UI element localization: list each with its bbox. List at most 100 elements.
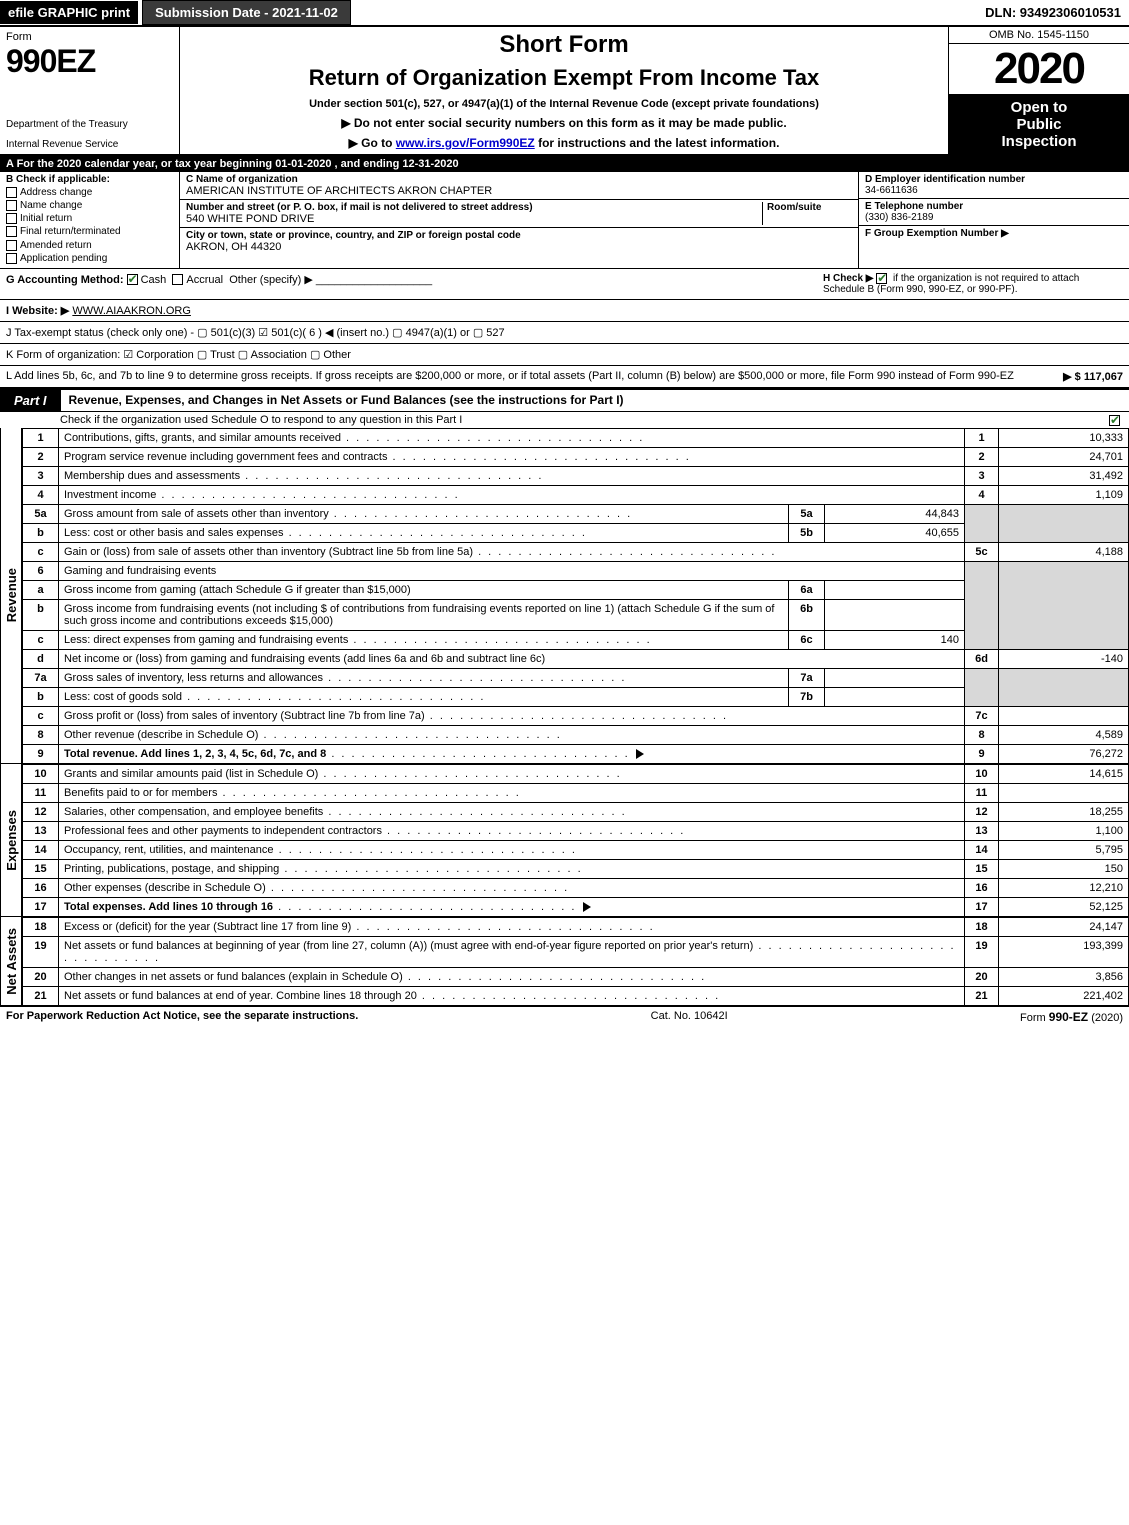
revenue-section: Revenue 1Contributions, gifts, grants, a… (0, 428, 1129, 764)
irs-link[interactable]: www.irs.gov/Form990EZ (396, 136, 535, 150)
part-1-title: Revenue, Expenses, and Changes in Net As… (61, 393, 624, 407)
line-8: 8Other revenue (describe in Schedule O)8… (23, 725, 1129, 744)
net-assets-side-label: Net Assets (0, 917, 22, 1006)
revenue-table: 1Contributions, gifts, grants, and simil… (22, 428, 1129, 764)
line-10: 10Grants and similar amounts paid (list … (23, 764, 1129, 783)
line-18: 18Excess or (deficit) for the year (Subt… (23, 917, 1129, 936)
footer-left: For Paperwork Reduction Act Notice, see … (6, 1010, 358, 1024)
line-13: 13Professional fees and other payments t… (23, 821, 1129, 840)
g-accounting-method: G Accounting Method: Cash Accrual Other … (6, 273, 432, 295)
h-check: H Check ▶ if the organization is not req… (823, 273, 1123, 295)
net-assets-table: 18Excess or (deficit) for the year (Subt… (22, 917, 1129, 1006)
under-section-text: Under section 501(c), 527, or 4947(a)(1)… (188, 98, 940, 110)
line-6c: cLess: direct expenses from gaming and f… (23, 630, 1129, 649)
efile-print-label: efile GRAPHIC print (0, 1, 138, 24)
col-b-checkboxes: B Check if applicable: Address change Na… (0, 172, 180, 268)
checkbox-amended-return[interactable]: Amended return (6, 240, 173, 251)
telephone-label: E Telephone number (865, 201, 1123, 212)
city-value: AKRON, OH 44320 (186, 241, 852, 253)
group-exemption-block: F Group Exemption Number ▶ (859, 226, 1129, 241)
do-not-enter-text: ▶ Do not enter social security numbers o… (188, 116, 940, 130)
form-number: 990EZ (6, 43, 173, 80)
part-1-tag: Part I (0, 390, 61, 411)
line-12: 12Salaries, other compensation, and empl… (23, 802, 1129, 821)
i-website-row: I Website: ▶ WWW.AIAAKRON.ORG (0, 300, 1129, 322)
go-to-suffix: for instructions and the latest informat… (535, 136, 780, 150)
open-line-2: Public (949, 116, 1129, 133)
k-form-org-row: K Form of organization: ☑ Corporation ▢ … (0, 344, 1129, 366)
checkbox-schedule-b-not-required[interactable] (876, 273, 887, 284)
line-9: 9Total revenue. Add lines 1, 2, 3, 4, 5c… (23, 744, 1129, 763)
line-16: 16Other expenses (describe in Schedule O… (23, 878, 1129, 897)
part-1-note-text: Check if the organization used Schedule … (60, 414, 462, 426)
checkbox-schedule-o-used[interactable] (1109, 415, 1120, 426)
top-bar: efile GRAPHIC print Submission Date - 20… (0, 0, 1129, 27)
omb-number: OMB No. 1545-1150 (949, 27, 1129, 44)
city-label: City or town, state or province, country… (186, 230, 852, 241)
line-7c: cGross profit or (loss) from sales of in… (23, 706, 1129, 725)
checkbox-accrual[interactable] (172, 274, 183, 285)
telephone-value: (330) 836-2189 (865, 212, 1123, 223)
open-line-1: Open to (949, 99, 1129, 116)
org-name-block: C Name of organization AMERICAN INSTITUT… (180, 172, 858, 200)
l-gross-receipts-row: L Add lines 5b, 6c, and 7b to line 9 to … (0, 366, 1129, 389)
line-3: 3Membership dues and assessments331,492 (23, 466, 1129, 485)
line-4: 4Investment income41,109 (23, 485, 1129, 504)
open-line-3: Inspection (949, 133, 1129, 150)
org-name-value: AMERICAN INSTITUTE OF ARCHITECTS AKRON C… (186, 185, 852, 197)
line-6: 6Gaming and fundraising events (23, 561, 1129, 580)
checkbox-name-change[interactable]: Name change (6, 200, 173, 211)
line-6a: aGross income from gaming (attach Schedu… (23, 580, 1129, 599)
part-1-header: Part I Revenue, Expenses, and Changes in… (0, 389, 1129, 412)
line-14: 14Occupancy, rent, utilities, and mainte… (23, 840, 1129, 859)
street-block: Number and street (or P. O. box, if mail… (180, 200, 858, 228)
line-7a: 7aGross sales of inventory, less returns… (23, 668, 1129, 687)
col-c-org-info: C Name of organization AMERICAN INSTITUT… (180, 172, 859, 268)
dln-label: DLN: 93492306010531 (977, 1, 1129, 24)
line-5b: bLess: cost or other basis and sales exp… (23, 523, 1129, 542)
footer-cat-no: Cat. No. 10642I (651, 1010, 728, 1024)
ein-label: D Employer identification number (865, 174, 1123, 185)
i-label: I Website: ▶ (6, 305, 69, 317)
revenue-side-label: Revenue (0, 428, 22, 764)
page-footer: For Paperwork Reduction Act Notice, see … (0, 1006, 1129, 1027)
footer-right: Form 990-EZ (2020) (1020, 1010, 1123, 1024)
line-2: 2Program service revenue including gover… (23, 447, 1129, 466)
line-6d: dNet income or (loss) from gaming and fu… (23, 649, 1129, 668)
city-block: City or town, state or province, country… (180, 228, 858, 255)
street-label: Number and street (or P. O. box, if mail… (186, 202, 762, 213)
line-6b: bGross income from fundraising events (n… (23, 599, 1129, 630)
submission-date-label: Submission Date - 2021-11-02 (142, 0, 351, 25)
g-label: G Accounting Method: (6, 274, 124, 286)
checkbox-final-return[interactable]: Final return/terminated (6, 226, 173, 237)
checkbox-application-pending[interactable]: Application pending (6, 253, 173, 264)
form-header: Form 990EZ Department of the Treasury In… (0, 27, 1129, 156)
room-label: Room/suite (767, 202, 852, 213)
short-form-title: Short Form (188, 31, 940, 59)
expenses-table: 10Grants and similar amounts paid (list … (22, 764, 1129, 917)
line-15: 15Printing, publications, postage, and s… (23, 859, 1129, 878)
arrow-icon (583, 902, 591, 912)
irs-label: Internal Revenue Service (6, 139, 173, 150)
header-middle: Short Form Return of Organization Exempt… (180, 27, 949, 154)
bcd-row: B Check if applicable: Address change Na… (0, 172, 1129, 269)
g-h-row: G Accounting Method: Cash Accrual Other … (0, 269, 1129, 300)
checkbox-address-change[interactable]: Address change (6, 187, 173, 198)
checkbox-cash[interactable] (127, 274, 138, 285)
part-1-note: Check if the organization used Schedule … (0, 412, 1129, 428)
header-left: Form 990EZ Department of the Treasury In… (0, 27, 180, 154)
return-title: Return of Organization Exempt From Incom… (188, 65, 940, 91)
go-to-prefix: ▶ Go to (349, 136, 396, 150)
expenses-side-label: Expenses (0, 764, 22, 917)
line-a-tax-year: A For the 2020 calendar year, or tax yea… (0, 156, 1129, 172)
street-value: 540 WHITE POND DRIVE (186, 213, 762, 225)
col-b-header: B Check if applicable: (6, 174, 173, 185)
line-11: 11Benefits paid to or for members11 (23, 783, 1129, 802)
l-amount: ▶ $ 117,067 (1063, 370, 1123, 383)
checkbox-initial-return[interactable]: Initial return (6, 213, 173, 224)
arrow-icon (636, 749, 644, 759)
website-value: WWW.AIAAKRON.ORG (72, 305, 191, 317)
open-to-public-badge: Open to Public Inspection (949, 95, 1129, 154)
col-d-identifiers: D Employer identification number 34-6611… (859, 172, 1129, 268)
line-21: 21Net assets or fund balances at end of … (23, 986, 1129, 1005)
